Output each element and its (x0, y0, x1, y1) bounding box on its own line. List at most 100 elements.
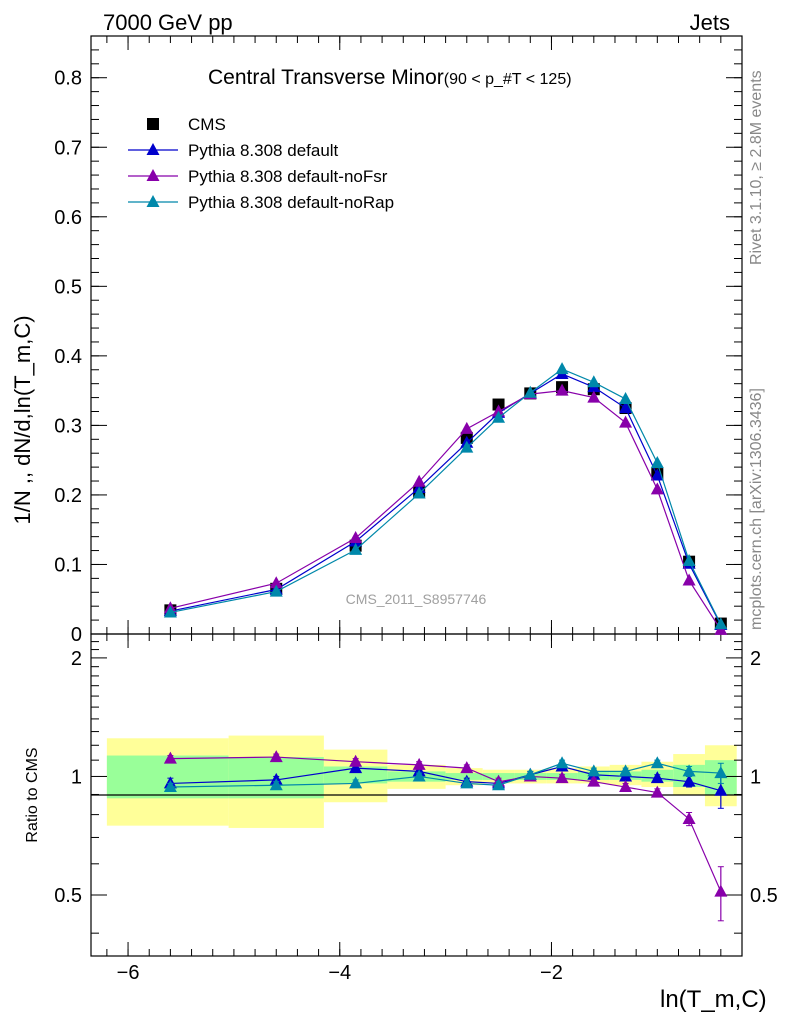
ratio-point (714, 783, 728, 796)
ratio-tick-label-left: 1 (71, 766, 82, 788)
data-point (682, 573, 696, 586)
y-tick-label: 0.2 (54, 485, 82, 507)
ratio-point (163, 751, 177, 764)
legend-item: Pythia 8.308 default (128, 141, 339, 160)
ratio-point (714, 884, 728, 897)
legend-marker (146, 169, 160, 181)
x-tick-label: −2 (540, 962, 563, 984)
ratio-point (412, 757, 426, 770)
ratio-point (412, 769, 426, 782)
ratio-point (349, 776, 363, 789)
ratio-tick-label-right: 1 (750, 766, 761, 788)
y-tick-label: 0.6 (54, 207, 82, 229)
data-point (349, 531, 363, 544)
legend-label: Pythia 8.308 default (188, 141, 339, 160)
rivet-version-text: Rivet 3.1.10, ≥ 2.8M events (748, 70, 765, 265)
header-left: 7000 GeV pp (103, 10, 233, 35)
y-tick-label: 0.7 (54, 137, 82, 159)
y-tick-label: 0.5 (54, 276, 82, 298)
ratio-point (460, 761, 474, 774)
ratio-point (619, 780, 633, 793)
data-point (587, 375, 601, 388)
ratio-point (349, 761, 363, 774)
svg-text:Central Transverse Minor(90 <: Central Transverse Minor(90 < p_#T < 125… (208, 66, 572, 89)
y-axis-label: 1/N ,, dN/d,ln(T_m,C) (10, 315, 35, 524)
series-line (170, 368, 722, 625)
ratio-tick-label-left: 2 (71, 648, 82, 670)
data-point (650, 468, 664, 481)
ratio-series-pythia-8-308-default-norap (163, 756, 728, 793)
y-tick-label: 0.3 (54, 415, 82, 437)
ratio-y-axis-label: Ratio to CMS (24, 747, 41, 842)
header-right: Jets (690, 10, 730, 35)
data-point (619, 391, 633, 404)
ratio-tick-label-right: 2 (750, 648, 761, 670)
ratio-point (587, 774, 601, 787)
legend: CMS Pythia 8.308 default Pythia 8.308 defa… (128, 115, 394, 212)
legend-item: Pythia 8.308 default-noRap (128, 193, 394, 212)
series-line (170, 373, 722, 626)
y-tick-label: 0.8 (54, 68, 82, 90)
data-point (492, 404, 506, 417)
x-tick-label: −6 (117, 962, 140, 984)
ratio-band-inner (445, 773, 483, 780)
legend-marker (146, 195, 160, 207)
y-tick-label: 0.1 (54, 554, 82, 576)
ratio-point (163, 780, 177, 793)
ratio-point (682, 764, 696, 777)
data-point (619, 401, 633, 414)
ratio-point (492, 778, 506, 791)
data-point (412, 474, 426, 487)
ratio-point (460, 776, 474, 789)
y-tick-label: 0 (71, 624, 82, 646)
ratio-point (619, 764, 633, 777)
data-point (650, 455, 664, 468)
data-point (349, 542, 363, 555)
legend-label: Pythia 8.308 default-noFsr (188, 167, 388, 186)
data-point (555, 362, 569, 375)
ratio-point (269, 750, 283, 763)
data-point (269, 576, 283, 589)
legend-label: CMS (188, 115, 226, 134)
data-point (587, 390, 601, 403)
data-point (492, 410, 506, 423)
data-point (714, 617, 728, 630)
data-point (619, 415, 633, 428)
ratio-point (714, 766, 728, 779)
data-point (269, 584, 283, 597)
ratio-point (269, 778, 283, 791)
data-point (650, 482, 664, 495)
ratio-point (682, 774, 696, 787)
ratio-point (555, 756, 569, 769)
data-point (682, 553, 696, 566)
data-point (555, 383, 569, 396)
data-point (460, 440, 474, 453)
mcplots-text: mcplots.cern.ch [arXiv:1306.3436] (748, 388, 765, 630)
series-pythia-8-308-default-norap (163, 362, 728, 630)
data-point (163, 605, 177, 618)
data-point (523, 385, 537, 398)
chart-title-cut: (90 < p_#T < 125) (444, 71, 572, 88)
legend-marker (147, 118, 159, 130)
chart-title-main: Central Transverse Minor (208, 66, 444, 89)
legend-label: Pythia 8.308 default-noRap (188, 193, 394, 212)
ratio-point (650, 771, 664, 784)
ratio-tick-label-right: 0.5 (750, 885, 778, 907)
ratio-point (523, 767, 537, 780)
ratio-point (349, 754, 363, 767)
x-tick-label: −4 (328, 962, 351, 984)
svg-text:1/N ,, dN/d,ln(T_m,C): 1/N ,, dN/d,ln(T_m,C) (10, 315, 35, 524)
chart-title: Central Transverse Minor(90 < p_#T < 125… (208, 66, 572, 89)
ratio-point (682, 811, 696, 824)
svg-text:ln(T_m,C): ln(T_m,C) (660, 986, 767, 1013)
legend-item: CMS (147, 115, 226, 134)
y-tick-label: 0.4 (54, 346, 82, 368)
ratio-point (587, 764, 601, 777)
analysis-watermark: CMS_2011_S8957746 (346, 591, 487, 607)
ratio-point (555, 771, 569, 784)
legend-marker (146, 143, 160, 155)
ratio-tick-label-left: 0.5 (54, 885, 82, 907)
x-axis-label: ln(T_m,C) (660, 986, 767, 1013)
data-point (460, 421, 474, 434)
